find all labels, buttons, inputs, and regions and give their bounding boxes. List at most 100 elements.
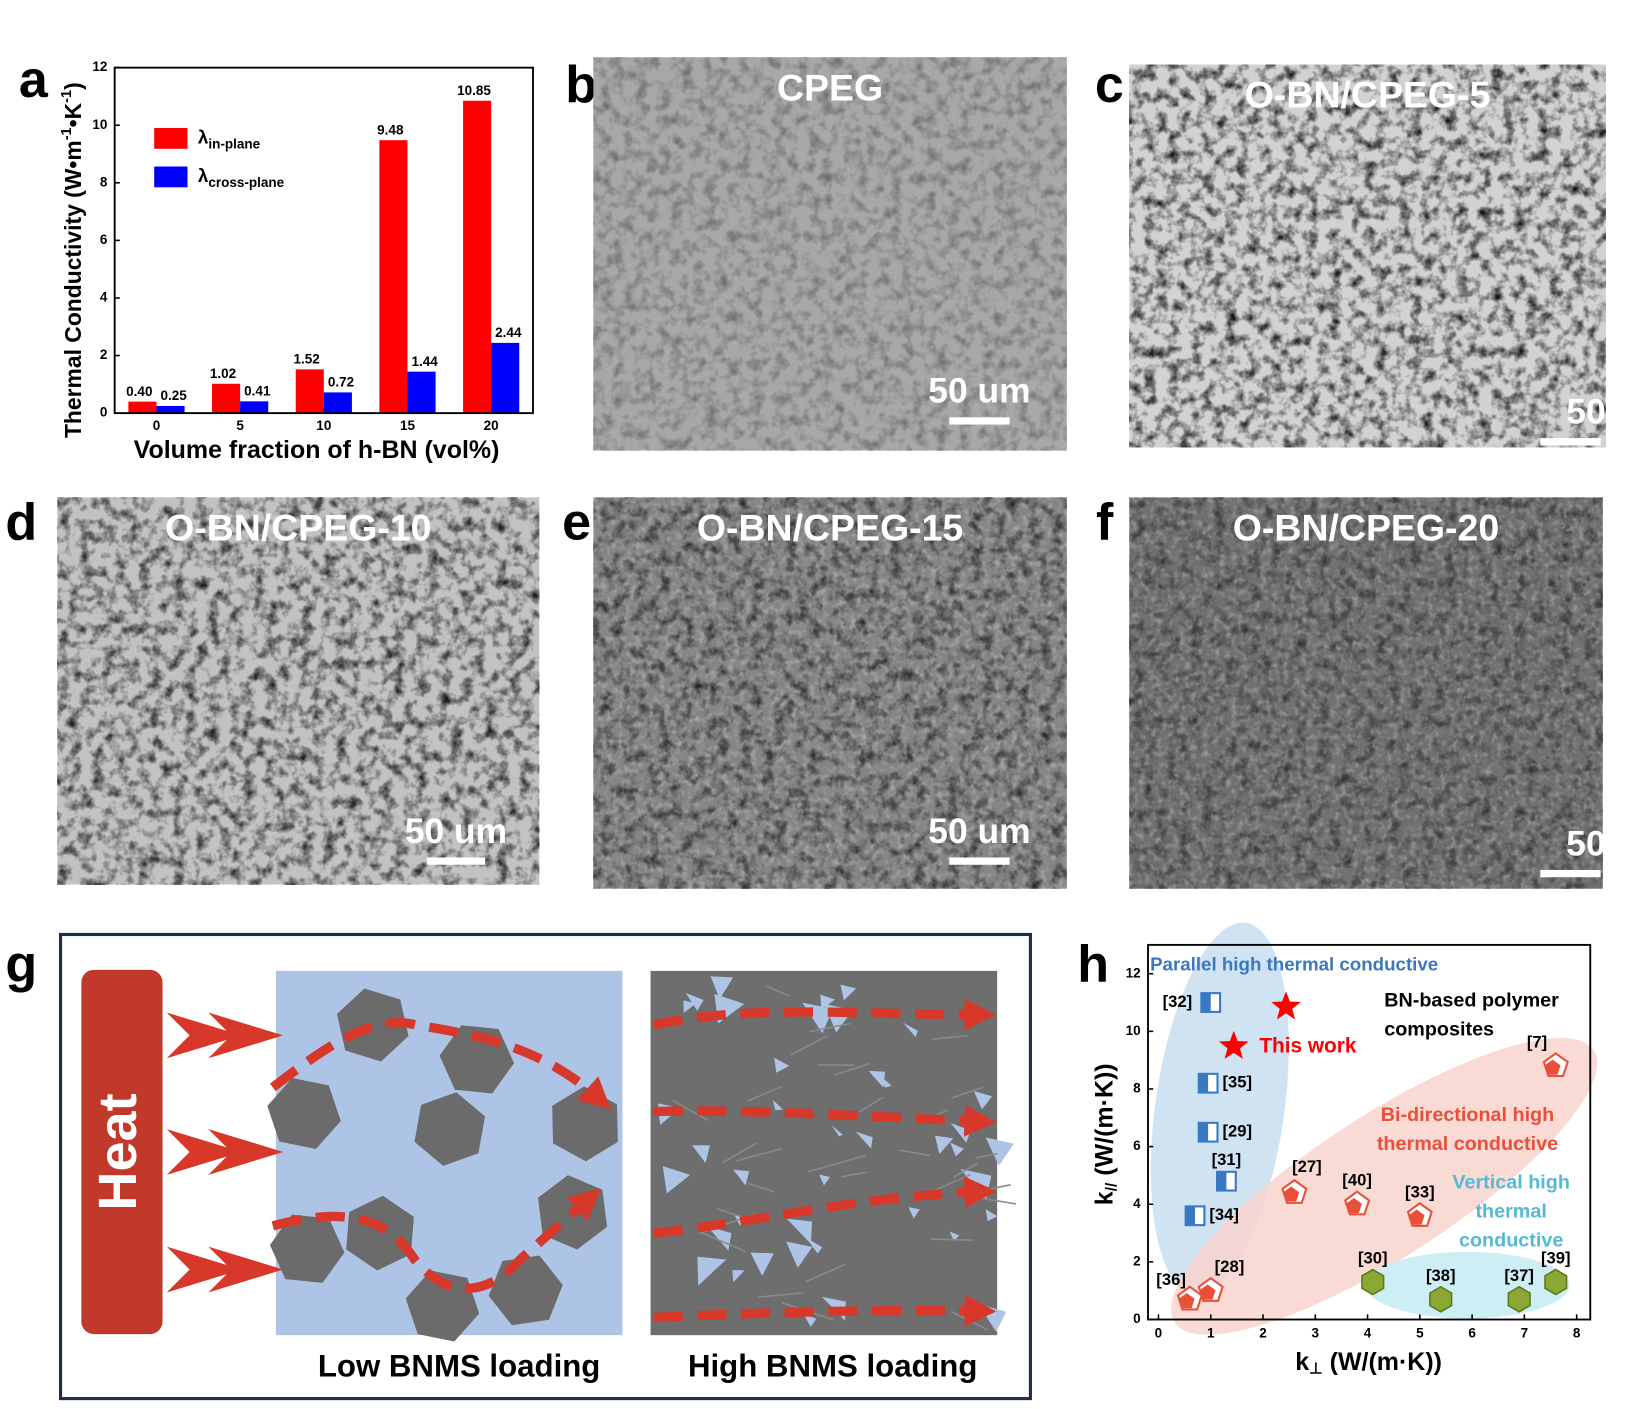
bar <box>156 405 185 414</box>
panel-letter: c <box>1095 56 1124 114</box>
x-axis-label-part: (W/(m·K)) <box>1323 1348 1442 1376</box>
particle-edge <box>834 1062 870 1076</box>
x-tick-label: 6 <box>1468 1326 1476 1341</box>
panel-letter: d <box>5 493 37 551</box>
point-label: [34] <box>1209 1205 1239 1224</box>
gap <box>710 976 734 1000</box>
gap <box>772 1099 784 1111</box>
x-tick-label: 7 <box>1521 1326 1529 1341</box>
gap <box>685 992 704 1011</box>
x-tick-label: 5 <box>1416 1326 1424 1341</box>
marker <box>1218 1030 1249 1059</box>
marker <box>1429 1285 1453 1313</box>
gap <box>868 1070 886 1088</box>
point-label: [27] <box>1292 1157 1322 1176</box>
legend-label: λin-plane <box>198 126 261 151</box>
y-tick-label: 0 <box>1133 1311 1141 1326</box>
marker-half <box>1544 1059 1561 1075</box>
scale-bar-label: 50 u <box>1566 393 1630 432</box>
point-label: [37] <box>1504 1266 1534 1285</box>
y-tick-label: 10 <box>1126 1023 1141 1038</box>
bidirectional-region <box>1171 1037 1598 1335</box>
particle-edge <box>747 1085 783 1102</box>
marker-half <box>1283 1186 1300 1202</box>
marker-half <box>1217 1171 1227 1191</box>
x-tick-label: 5 <box>236 418 244 433</box>
value-label: 10.85 <box>457 83 491 98</box>
particle-edge <box>805 1263 846 1283</box>
particle-edge <box>951 1086 983 1099</box>
chevron <box>166 1012 284 1059</box>
heat-chevrons <box>166 1012 284 1293</box>
particle-edge <box>700 1231 747 1253</box>
bar <box>240 401 269 414</box>
value-label: 2.44 <box>495 325 522 340</box>
scale-bar-label: 50 u <box>1566 824 1630 863</box>
group-label: conductive <box>1459 1230 1563 1252</box>
micrograph-title: O-BN/CPEG-20 <box>1233 507 1499 549</box>
gap <box>949 1231 960 1242</box>
point-label: [39] <box>1541 1249 1571 1268</box>
particle <box>336 988 409 1062</box>
legend-name: in-plane <box>208 136 260 151</box>
heat-path <box>653 1176 997 1238</box>
micrograph-texture <box>593 57 1067 451</box>
point-label: [30] <box>1358 1249 1388 1268</box>
gap <box>985 1209 998 1222</box>
x-tick-label: 15 <box>400 418 416 433</box>
high-loading-label: High BNMS loading <box>688 1349 977 1384</box>
y-axis-label-part: Thermal Conductivity (W•m <box>60 140 86 438</box>
gap <box>806 1237 823 1254</box>
micrograph-title: O-BN/CPEG-10 <box>165 507 431 549</box>
legend-symbol: λ <box>198 165 209 186</box>
particle <box>269 1214 345 1283</box>
gap <box>950 1142 964 1157</box>
particle-edge <box>953 1162 979 1178</box>
x-tick-label: 2 <box>1259 1326 1267 1341</box>
marker-half <box>1178 1293 1195 1309</box>
point-label: [29] <box>1222 1122 1252 1141</box>
gap <box>683 1000 696 1013</box>
marker-half <box>1185 1206 1196 1226</box>
x-tick-label: 0 <box>1155 1326 1163 1341</box>
group-label: thermal conductive <box>1377 1133 1558 1155</box>
panel-letter: f <box>1096 493 1114 551</box>
particle-edge <box>672 1099 709 1122</box>
gap <box>831 1125 843 1137</box>
gap <box>908 1207 920 1219</box>
heat-bar <box>81 969 163 1335</box>
value-label: 1.02 <box>210 366 236 381</box>
x-axis-label: k⊥ (W/(m·K)) <box>1295 1348 1442 1378</box>
marker <box>1544 1268 1568 1296</box>
particle-edge <box>975 1152 998 1159</box>
particle <box>346 1195 414 1271</box>
gap <box>733 1169 750 1186</box>
gap <box>662 1166 691 1194</box>
plot-frame <box>113 66 534 415</box>
value-label: 0.25 <box>161 388 188 403</box>
low-loading-label: Low BNMS loading <box>318 1349 601 1384</box>
x-tick-label: 4 <box>1364 1326 1372 1341</box>
bar <box>407 371 436 414</box>
gap <box>985 1137 1014 1166</box>
heat-path <box>269 1018 612 1110</box>
particle-edge <box>840 1171 868 1178</box>
bar <box>295 369 324 414</box>
y-axis-label-part: k <box>1090 1191 1118 1205</box>
plot-frame <box>1147 943 1592 1321</box>
gap <box>750 1252 774 1276</box>
value-label: 0.41 <box>244 384 271 399</box>
marker <box>1271 991 1301 1020</box>
gap <box>774 1057 790 1073</box>
legend-symbol: λ <box>198 126 209 147</box>
x-tick-label: 10 <box>316 418 331 433</box>
heat-path <box>271 1188 601 1294</box>
particle-edge <box>765 985 790 997</box>
y-tick-label: 12 <box>1126 965 1141 980</box>
y-tick-label: 2 <box>100 347 108 362</box>
gap <box>950 1123 971 1143</box>
micrograph-texture <box>57 497 540 885</box>
value-label: 9.48 <box>377 122 404 137</box>
micrograph-title: CPEG <box>777 66 883 108</box>
point-label: [31] <box>1212 1150 1242 1169</box>
